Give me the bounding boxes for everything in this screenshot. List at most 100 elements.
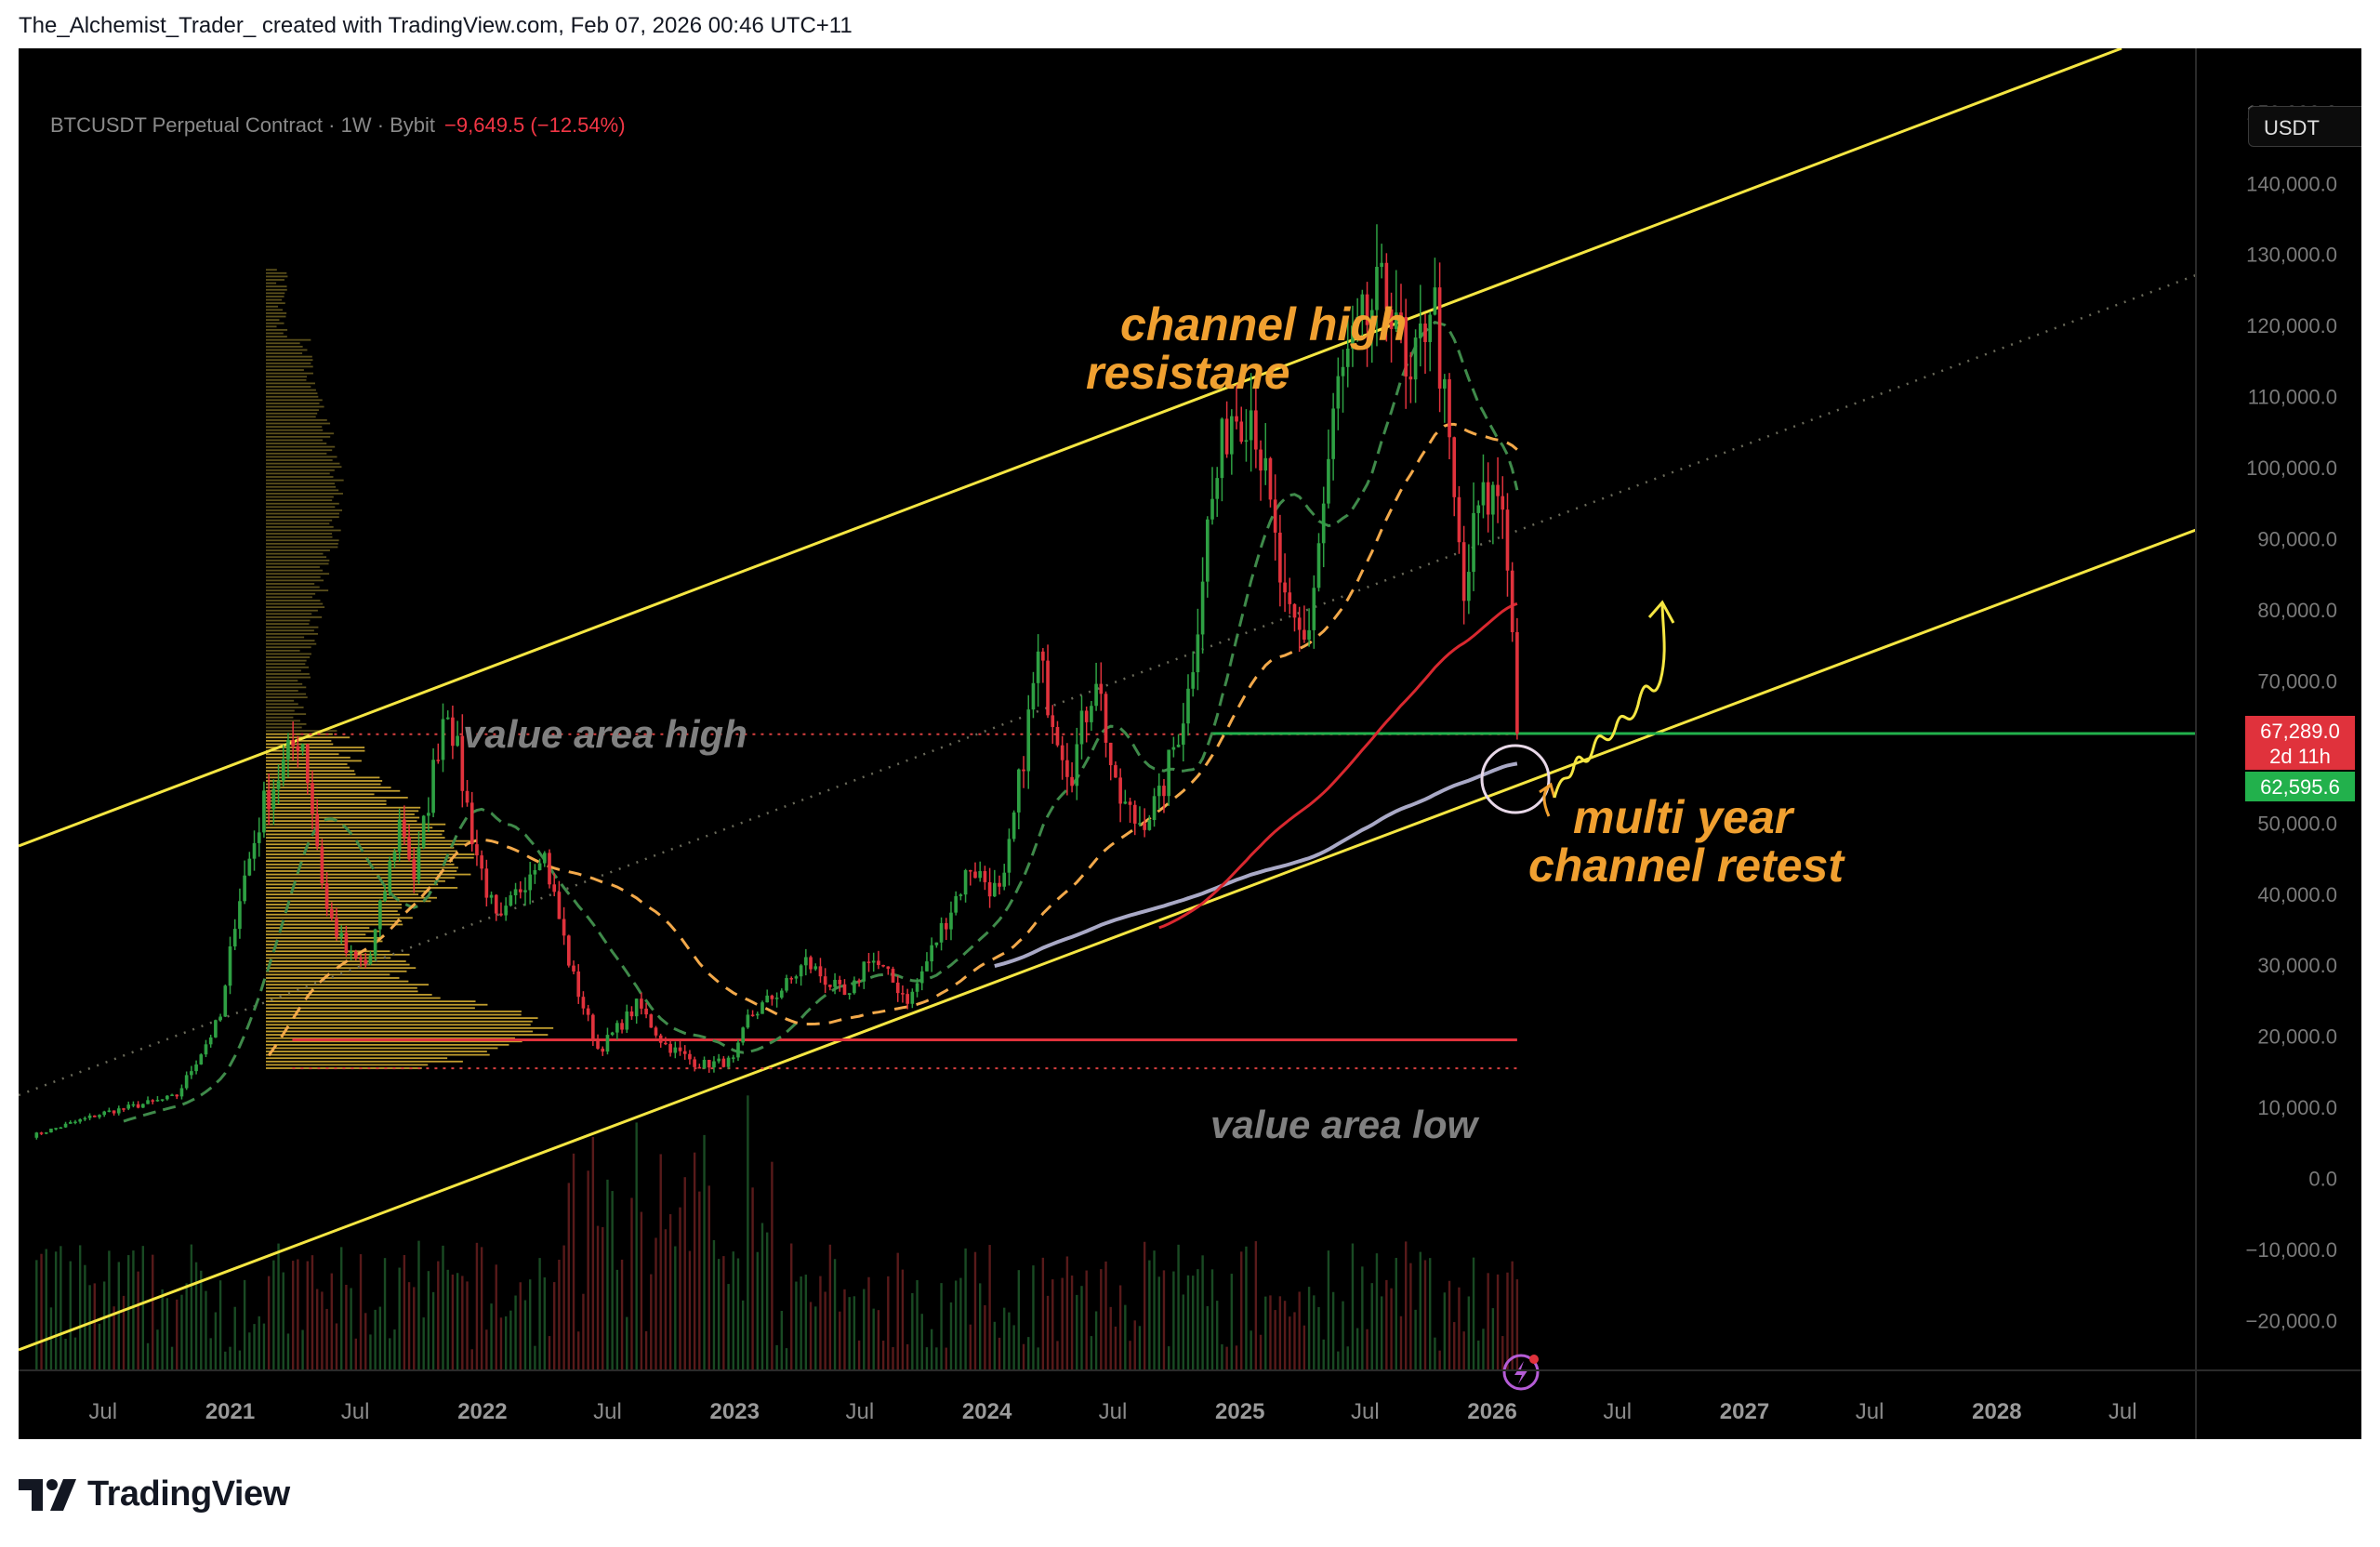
volume-bar xyxy=(1477,1340,1480,1370)
candle-body xyxy=(116,1108,121,1114)
volume-profile-bar xyxy=(266,439,324,442)
volume-profile-bar xyxy=(266,305,278,308)
volume-bar xyxy=(1327,1250,1330,1370)
volume-bar xyxy=(1109,1306,1112,1370)
candle-body xyxy=(877,960,880,966)
volume-bar xyxy=(1438,1350,1441,1370)
candle-body xyxy=(344,932,349,954)
volume-bar xyxy=(872,1308,875,1370)
volume-bar xyxy=(1298,1291,1301,1370)
volume-bar xyxy=(707,1185,710,1370)
price-tick-label: 120,000.0 xyxy=(2246,314,2337,337)
volume-bar xyxy=(1065,1256,1069,1370)
candle-body xyxy=(383,892,387,901)
currency-button[interactable]: USDT xyxy=(2248,106,2361,147)
candle-body xyxy=(779,990,784,998)
candle-body xyxy=(518,889,522,892)
chart-pane[interactable]: channel high resistane value area high v… xyxy=(19,48,2361,1439)
volume-bar xyxy=(785,1348,788,1370)
candle-body xyxy=(1205,519,1210,582)
volume-bar xyxy=(1022,1343,1025,1370)
volume-bar xyxy=(1462,1331,1465,1370)
volume-bar xyxy=(359,1254,363,1370)
candle-body xyxy=(664,1042,668,1045)
volume-profile-bar xyxy=(266,970,407,972)
candle-body xyxy=(1215,478,1220,499)
candle-body xyxy=(397,819,402,853)
chart-credit: The_Alchemist_Trader_ created with Tradi… xyxy=(19,13,853,38)
price-chart[interactable]: channel high resistane value area high v… xyxy=(19,48,2361,1439)
volume-profile-bar xyxy=(266,860,454,863)
candle-body xyxy=(1418,323,1422,338)
candle-body xyxy=(170,1094,174,1096)
candle-body xyxy=(208,1037,213,1045)
volume-bar xyxy=(1453,1322,1456,1370)
candle-body xyxy=(640,998,643,1009)
volume-bar xyxy=(1289,1316,1291,1370)
candle-body xyxy=(746,1014,750,1028)
volume-bar xyxy=(853,1296,856,1370)
volume-profile-bar xyxy=(266,566,320,568)
volume-profile-bar xyxy=(266,322,284,324)
volume-bar xyxy=(809,1302,813,1370)
candle-body xyxy=(1171,747,1176,750)
volume-bar xyxy=(877,1310,880,1370)
volume-profile-bar xyxy=(266,432,335,435)
bolt-icon[interactable] xyxy=(1502,1354,1540,1391)
volume-profile-bar xyxy=(266,1037,515,1039)
candle-body xyxy=(847,993,852,996)
volume-profile-bar xyxy=(266,783,381,786)
volume-profile-bar xyxy=(266,797,408,799)
volume-profile-bar xyxy=(266,426,323,428)
candle-body xyxy=(407,836,411,860)
candle-body xyxy=(566,935,571,966)
candle-body xyxy=(838,979,842,985)
candle-body xyxy=(83,1117,87,1120)
candle-body xyxy=(1138,823,1142,825)
candle-body xyxy=(1230,416,1234,455)
time-tick-label: 2024 xyxy=(962,1399,1012,1424)
volume-bar xyxy=(519,1282,522,1370)
candle-body xyxy=(1316,543,1321,588)
tradingview-logo[interactable]: TradingView xyxy=(19,1474,290,1514)
volume-profile-bar xyxy=(266,676,311,679)
volume-profile-bar xyxy=(266,896,437,899)
volume-profile-bar xyxy=(266,575,321,578)
volume-bar xyxy=(378,1306,382,1370)
candle-body xyxy=(934,942,939,945)
volume-bar xyxy=(945,1347,947,1370)
volume-bar xyxy=(1129,1341,1131,1370)
volume-bar xyxy=(262,1323,266,1370)
candle-body xyxy=(412,859,416,880)
volume-profile-bar xyxy=(266,466,342,469)
candle-body xyxy=(1408,376,1413,380)
candle-body xyxy=(1084,710,1089,722)
volume-profile-bar xyxy=(266,606,325,609)
candle-body xyxy=(1467,572,1471,602)
volume-bar xyxy=(930,1329,933,1370)
volume-profile-bar xyxy=(266,403,320,404)
candle-body xyxy=(378,900,382,930)
symbol-legend[interactable]: BTCUSDT Perpetual Contract · 1W · Bybit −… xyxy=(50,113,626,138)
candle-body xyxy=(1191,672,1196,689)
candle-body xyxy=(1162,786,1166,797)
volume-bar xyxy=(1472,1257,1475,1370)
volume-bar xyxy=(771,1161,774,1370)
candle-body xyxy=(853,980,856,994)
candle-body xyxy=(1176,744,1181,747)
volume-bar xyxy=(1235,1345,1238,1370)
volume-bar xyxy=(137,1271,139,1370)
volume-bar xyxy=(1230,1274,1234,1370)
ma-200 xyxy=(994,761,1518,969)
candle-body xyxy=(349,951,353,954)
candle-body xyxy=(610,1032,615,1036)
volume-bar xyxy=(1274,1310,1276,1370)
volume-bar xyxy=(881,1341,885,1370)
volume-profile-bar xyxy=(266,936,382,939)
volume-bar xyxy=(389,1338,391,1370)
time-tick-label: 2021 xyxy=(205,1399,255,1424)
volume-bar xyxy=(1501,1336,1504,1370)
volume-bar xyxy=(78,1245,82,1370)
candle-body xyxy=(194,1064,198,1072)
candle-body xyxy=(456,735,459,747)
